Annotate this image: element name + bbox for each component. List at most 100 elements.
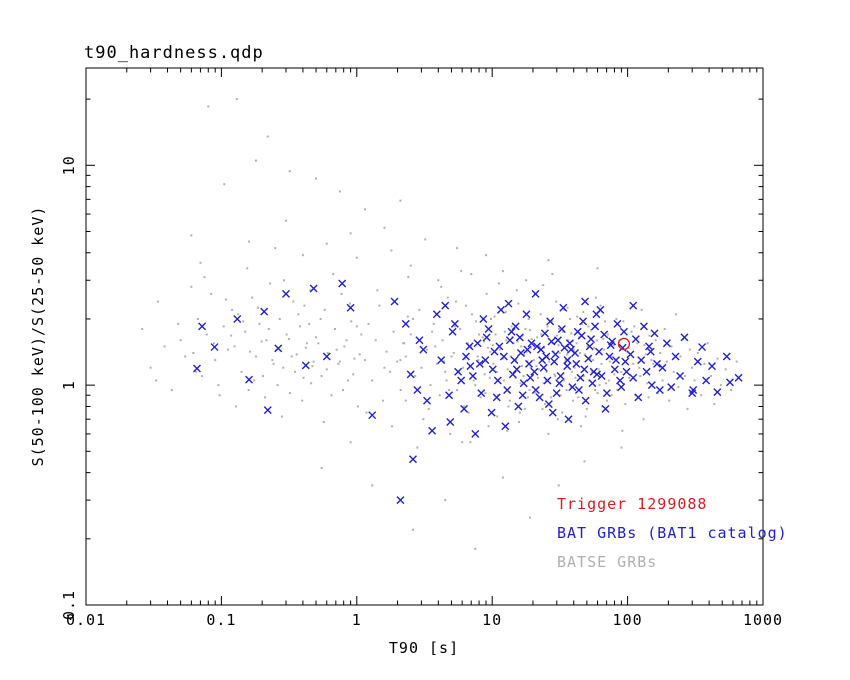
data-point bbox=[195, 370, 198, 373]
data-point bbox=[454, 367, 463, 376]
legend-entry-trigger: Trigger 1299088 bbox=[557, 495, 708, 513]
data-point bbox=[155, 379, 158, 382]
data-point bbox=[463, 405, 466, 408]
data-point bbox=[502, 379, 505, 382]
data-point bbox=[450, 319, 459, 328]
data-point bbox=[488, 376, 491, 379]
data-point bbox=[510, 356, 519, 365]
data-point bbox=[481, 356, 490, 365]
data-point bbox=[587, 325, 590, 328]
data-point bbox=[631, 335, 640, 344]
data-point bbox=[542, 284, 545, 287]
data-point bbox=[485, 292, 488, 295]
data-point bbox=[572, 359, 581, 368]
data-point bbox=[501, 422, 510, 431]
data-point bbox=[297, 313, 300, 316]
data-point bbox=[448, 389, 451, 392]
data-point bbox=[642, 418, 645, 421]
plot-title: t90_hardness.qdp bbox=[84, 43, 264, 63]
data-point bbox=[640, 308, 643, 311]
data-point bbox=[572, 348, 575, 351]
data-point bbox=[184, 355, 187, 358]
data-point bbox=[385, 350, 388, 353]
data-point bbox=[577, 331, 586, 340]
data-point bbox=[617, 383, 626, 392]
data-point bbox=[722, 352, 731, 361]
data-point bbox=[288, 392, 291, 395]
data-point bbox=[542, 352, 551, 361]
data-point bbox=[426, 348, 429, 351]
data-point bbox=[390, 249, 393, 252]
data-point bbox=[487, 425, 490, 428]
data-point bbox=[556, 418, 559, 421]
data-point bbox=[212, 342, 215, 345]
data-point bbox=[636, 342, 639, 345]
data-point bbox=[518, 411, 521, 414]
data-point bbox=[537, 376, 540, 379]
data-point bbox=[516, 340, 519, 343]
series-dot-points bbox=[141, 98, 738, 550]
data-point bbox=[567, 345, 576, 354]
data-point bbox=[304, 346, 307, 349]
data-point bbox=[596, 305, 605, 314]
data-point bbox=[582, 311, 585, 314]
data-point bbox=[547, 355, 550, 358]
data-point bbox=[548, 360, 551, 363]
data-point bbox=[348, 302, 351, 305]
data-point bbox=[561, 411, 564, 414]
data-point bbox=[266, 135, 269, 138]
data-point bbox=[645, 342, 654, 351]
data-point bbox=[492, 393, 501, 402]
data-point bbox=[392, 330, 395, 333]
data-point bbox=[437, 279, 440, 282]
data-point bbox=[424, 238, 427, 241]
data-point bbox=[679, 355, 682, 358]
data-point bbox=[639, 322, 648, 331]
x-tick-label: 1000 bbox=[743, 611, 783, 629]
data-point bbox=[332, 273, 335, 276]
data-point bbox=[525, 279, 528, 282]
data-point bbox=[544, 379, 547, 382]
data-point bbox=[406, 370, 415, 379]
data-point bbox=[516, 349, 525, 358]
data-point bbox=[509, 355, 512, 358]
data-point bbox=[590, 329, 593, 332]
data-point bbox=[591, 370, 594, 373]
data-point bbox=[680, 333, 689, 342]
data-point bbox=[338, 190, 341, 193]
data-point bbox=[274, 344, 283, 353]
data-point bbox=[355, 256, 358, 259]
data-point bbox=[713, 403, 716, 406]
data-point bbox=[654, 339, 657, 342]
data-point bbox=[409, 264, 412, 267]
data-point bbox=[444, 370, 447, 373]
data-point bbox=[482, 333, 491, 342]
data-point bbox=[391, 425, 394, 428]
data-point bbox=[190, 234, 193, 237]
data-point bbox=[522, 310, 531, 319]
x-tick-label: 0.1 bbox=[206, 611, 236, 629]
data-point bbox=[594, 296, 597, 299]
data-point bbox=[282, 366, 285, 369]
data-point bbox=[278, 317, 281, 320]
data-point bbox=[222, 325, 225, 328]
data-point bbox=[499, 352, 508, 361]
data-point bbox=[177, 322, 180, 325]
data-point bbox=[536, 336, 539, 339]
data-point bbox=[345, 339, 348, 342]
data-point bbox=[292, 300, 295, 303]
data-point bbox=[456, 389, 459, 392]
data-point bbox=[650, 359, 653, 362]
data-point bbox=[475, 320, 478, 323]
data-point bbox=[242, 320, 245, 323]
data-point bbox=[565, 339, 574, 348]
data-point bbox=[579, 352, 582, 355]
data-point bbox=[602, 389, 611, 398]
data-point bbox=[464, 357, 467, 360]
data-point bbox=[378, 304, 381, 307]
data-point bbox=[536, 345, 545, 354]
data-point bbox=[655, 386, 664, 395]
data-point bbox=[668, 399, 671, 402]
